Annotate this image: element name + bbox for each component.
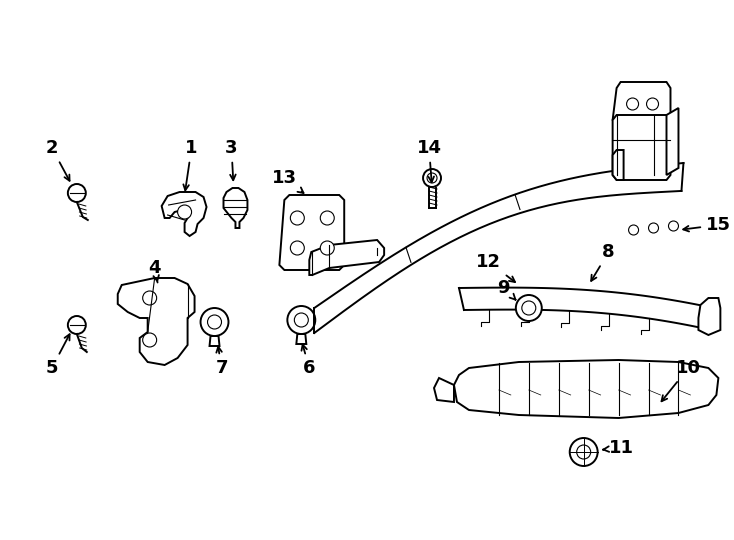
Circle shape <box>142 291 156 305</box>
Polygon shape <box>613 150 624 180</box>
Polygon shape <box>666 108 678 175</box>
Circle shape <box>628 225 639 235</box>
Circle shape <box>522 301 536 315</box>
Polygon shape <box>309 240 384 275</box>
Text: 7: 7 <box>215 347 228 377</box>
Circle shape <box>208 315 222 329</box>
Circle shape <box>427 173 437 183</box>
Polygon shape <box>117 278 195 365</box>
Circle shape <box>320 241 334 255</box>
Polygon shape <box>454 360 719 418</box>
Text: 11: 11 <box>603 439 634 457</box>
Polygon shape <box>161 192 206 236</box>
Polygon shape <box>280 195 344 270</box>
Polygon shape <box>613 82 670 124</box>
Circle shape <box>649 223 658 233</box>
Text: 12: 12 <box>476 253 515 282</box>
Circle shape <box>291 211 305 225</box>
Circle shape <box>287 306 316 334</box>
Text: 8: 8 <box>591 243 615 281</box>
Text: 14: 14 <box>416 139 442 182</box>
Text: 2: 2 <box>46 139 70 181</box>
Text: 3: 3 <box>225 139 238 180</box>
Polygon shape <box>209 336 219 346</box>
Circle shape <box>200 308 228 336</box>
Circle shape <box>423 169 441 187</box>
Text: 15: 15 <box>683 216 731 234</box>
Circle shape <box>577 445 591 459</box>
Polygon shape <box>297 334 306 344</box>
Text: 4: 4 <box>148 259 161 282</box>
Text: 10: 10 <box>661 359 701 401</box>
Circle shape <box>669 221 678 231</box>
Circle shape <box>294 313 308 327</box>
Circle shape <box>320 211 334 225</box>
Circle shape <box>627 98 639 110</box>
Polygon shape <box>613 115 670 180</box>
Circle shape <box>570 438 597 466</box>
Circle shape <box>68 184 86 202</box>
Circle shape <box>516 295 542 321</box>
Text: 1: 1 <box>184 139 198 190</box>
Circle shape <box>291 241 305 255</box>
Text: 9: 9 <box>498 279 515 300</box>
Text: 6: 6 <box>302 345 316 377</box>
Text: 13: 13 <box>272 169 304 193</box>
Circle shape <box>142 333 156 347</box>
Circle shape <box>68 316 86 334</box>
Circle shape <box>178 205 192 219</box>
Polygon shape <box>223 188 247 228</box>
Circle shape <box>647 98 658 110</box>
Polygon shape <box>434 378 454 402</box>
Text: 5: 5 <box>46 334 70 377</box>
Polygon shape <box>699 298 720 335</box>
